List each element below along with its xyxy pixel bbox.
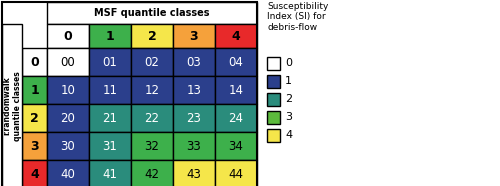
Bar — [22, 48, 47, 76]
Text: 10: 10 — [60, 84, 76, 97]
Bar — [215, 24, 257, 48]
Text: 20: 20 — [60, 111, 76, 124]
Text: 33: 33 — [186, 140, 202, 153]
Text: 21: 21 — [102, 111, 118, 124]
Bar — [89, 104, 131, 132]
Bar — [173, 24, 215, 48]
Text: 13: 13 — [186, 84, 202, 97]
Bar — [47, 132, 89, 160]
Text: 2: 2 — [30, 111, 39, 124]
Bar — [267, 93, 280, 106]
Bar — [89, 160, 131, 186]
Bar — [22, 160, 47, 186]
Bar — [173, 132, 215, 160]
Text: 12: 12 — [144, 84, 160, 97]
Bar — [47, 48, 89, 76]
Text: 3: 3 — [30, 140, 39, 153]
Text: 41: 41 — [102, 168, 118, 180]
Bar — [215, 76, 257, 104]
Bar — [89, 76, 131, 104]
Bar — [47, 76, 89, 104]
Bar — [2, 2, 257, 186]
Text: 2: 2 — [148, 30, 156, 42]
Text: 0: 0 — [64, 30, 72, 42]
Text: 3: 3 — [285, 113, 292, 123]
Text: 04: 04 — [228, 55, 244, 68]
Bar — [131, 104, 173, 132]
Bar — [173, 160, 215, 186]
Text: 11: 11 — [102, 84, 118, 97]
Bar — [47, 160, 89, 186]
Text: 44: 44 — [228, 168, 244, 180]
Bar — [215, 48, 257, 76]
Text: 30: 30 — [60, 140, 76, 153]
Text: 42: 42 — [144, 168, 160, 180]
Bar — [2, 24, 22, 186]
Text: 22: 22 — [144, 111, 160, 124]
Text: 4: 4 — [30, 168, 39, 180]
Bar — [173, 48, 215, 76]
Bar — [47, 104, 89, 132]
Bar — [89, 48, 131, 76]
Bar — [131, 76, 173, 104]
Bar — [173, 104, 215, 132]
Text: 31: 31 — [102, 140, 118, 153]
Text: 40: 40 — [60, 168, 76, 180]
Bar — [131, 24, 173, 48]
Text: 32: 32 — [144, 140, 160, 153]
Text: 00: 00 — [60, 55, 76, 68]
Text: 23: 23 — [186, 111, 202, 124]
Text: 3: 3 — [190, 30, 198, 42]
Bar — [89, 24, 131, 48]
Bar — [173, 76, 215, 104]
Bar — [89, 132, 131, 160]
Bar — [47, 2, 257, 24]
Bar — [215, 132, 257, 160]
Text: 1: 1 — [106, 30, 114, 42]
Text: MSF quantile classes: MSF quantile classes — [94, 8, 210, 18]
Bar — [22, 76, 47, 104]
Bar — [22, 132, 47, 160]
Text: 1: 1 — [285, 76, 292, 86]
Text: 01: 01 — [102, 55, 118, 68]
Text: Susceptibility
Index (SI) for
debris-flow: Susceptibility Index (SI) for debris-flo… — [267, 2, 328, 32]
Text: 14: 14 — [228, 84, 244, 97]
Bar — [267, 75, 280, 88]
Bar — [267, 111, 280, 124]
Text: 0: 0 — [30, 55, 39, 68]
Text: 2: 2 — [285, 94, 292, 105]
Bar — [131, 160, 173, 186]
Text: 03: 03 — [186, 55, 202, 68]
Text: r.randomwalk
quantile classes: r.randomwalk quantile classes — [2, 71, 22, 141]
Text: 24: 24 — [228, 111, 244, 124]
Bar — [47, 24, 89, 48]
Bar — [267, 129, 280, 142]
Text: 34: 34 — [228, 140, 244, 153]
Text: 43: 43 — [186, 168, 202, 180]
Text: 4: 4 — [232, 30, 240, 42]
Bar — [215, 104, 257, 132]
Text: 02: 02 — [144, 55, 160, 68]
Text: 1: 1 — [30, 84, 39, 97]
Bar — [131, 132, 173, 160]
Bar — [131, 48, 173, 76]
Bar — [215, 160, 257, 186]
Text: 4: 4 — [285, 131, 292, 140]
Bar — [267, 57, 280, 70]
Text: 0: 0 — [285, 59, 292, 68]
Bar — [22, 104, 47, 132]
